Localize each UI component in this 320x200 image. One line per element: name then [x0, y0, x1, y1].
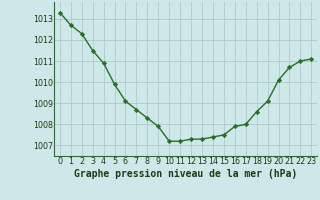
X-axis label: Graphe pression niveau de la mer (hPa): Graphe pression niveau de la mer (hPa) [74, 169, 297, 179]
